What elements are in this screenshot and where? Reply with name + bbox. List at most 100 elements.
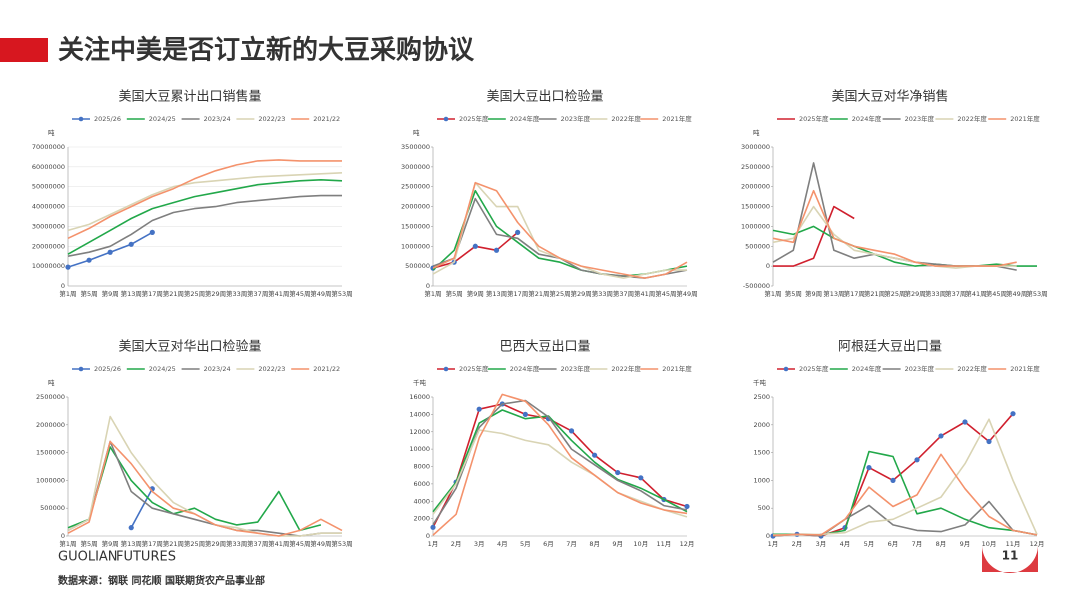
legend-label: 2023/24 bbox=[204, 115, 231, 123]
y-tick-label: 2500 bbox=[753, 393, 770, 401]
x-tick-label: 第25周 bbox=[884, 289, 905, 298]
y-tick-label: 3000000 bbox=[741, 143, 770, 151]
x-tick-label: 11月 bbox=[1006, 540, 1021, 548]
legend-label: 2022年度 bbox=[611, 114, 641, 123]
series-line bbox=[130, 488, 154, 529]
y-tick-label: 500000 bbox=[745, 242, 770, 250]
x-tick-label: 第49周 bbox=[676, 289, 697, 298]
x-tick-label: 第5周 bbox=[785, 289, 802, 298]
legend-label: 2023年度 bbox=[905, 364, 935, 373]
y-tick-label: 2000 bbox=[753, 421, 770, 429]
y-tick-label: 1500000 bbox=[401, 222, 430, 230]
y-tick-label: 1500 bbox=[753, 449, 770, 457]
x-tick-label: 4月 bbox=[497, 540, 508, 548]
x-tick-label: 第37周 bbox=[945, 289, 966, 298]
x-tick-label: 7月 bbox=[912, 540, 923, 548]
series-line bbox=[773, 418, 1038, 536]
x-tick-label: 第49周 bbox=[310, 539, 331, 548]
point bbox=[472, 243, 478, 249]
y-tick-label: 3500000 bbox=[401, 143, 430, 151]
x-tick-label: 3月 bbox=[474, 540, 485, 548]
x-tick-label: 第53周 bbox=[331, 539, 352, 548]
legend-label: 2021/22 bbox=[313, 115, 340, 123]
y-tick-label: 1000000 bbox=[36, 476, 65, 484]
y-unit: 千吨 bbox=[753, 378, 767, 387]
legend-label: 2022/23 bbox=[258, 115, 285, 123]
legend-label: 2023年度 bbox=[561, 114, 591, 123]
x-tick-label: 第29周 bbox=[905, 289, 926, 298]
x-tick-label: 8月 bbox=[589, 540, 600, 548]
y-tick-label: 16000 bbox=[409, 393, 430, 401]
legend-label: 2024年度 bbox=[852, 364, 882, 373]
point bbox=[430, 524, 436, 530]
x-tick-label: 第9周 bbox=[102, 539, 119, 548]
x-tick-label: 第37周 bbox=[613, 289, 634, 298]
page-deco bbox=[982, 545, 1038, 573]
chart-title: 美国大豆累计出口销售量 bbox=[118, 89, 261, 105]
point bbox=[107, 249, 113, 255]
x-tick-label: 第45周 bbox=[289, 539, 310, 548]
x-tick-label: 第9周 bbox=[102, 289, 119, 298]
legend-marker bbox=[443, 116, 449, 122]
y-tick-label: 70000000 bbox=[32, 143, 65, 151]
point bbox=[128, 241, 134, 247]
x-tick-label: 第17周 bbox=[507, 289, 528, 298]
series-line bbox=[773, 205, 855, 267]
x-tick-label: 第1周 bbox=[424, 289, 441, 298]
point bbox=[149, 229, 155, 235]
point bbox=[986, 438, 992, 445]
series-line bbox=[67, 446, 322, 532]
x-tick-label: 第17周 bbox=[844, 289, 865, 298]
y-tick-label: 2000000 bbox=[401, 203, 430, 211]
series-line bbox=[67, 415, 342, 537]
legend-label: 2025年度 bbox=[799, 364, 829, 373]
legend-label: 2021年度 bbox=[1010, 364, 1040, 373]
series-line bbox=[772, 453, 1038, 537]
x-tick-label: 第29周 bbox=[205, 539, 226, 548]
chart-title: 美国大豆对华净销售 bbox=[831, 89, 948, 105]
legend-label: 2021年度 bbox=[1010, 114, 1040, 123]
x-tick-label: 第33周 bbox=[226, 289, 247, 298]
point bbox=[866, 465, 872, 471]
y-tick-label: 10000000 bbox=[32, 262, 65, 270]
series-line bbox=[67, 159, 342, 240]
legend-marker bbox=[78, 366, 84, 372]
legend-label: 2025/26 bbox=[94, 365, 121, 373]
series-line bbox=[772, 225, 1037, 267]
x-tick-label: 第33周 bbox=[226, 539, 247, 548]
y-tick-label: 20000000 bbox=[32, 242, 65, 250]
point bbox=[914, 457, 920, 463]
x-tick-label: 6月 bbox=[888, 540, 899, 548]
y-tick-label: 2000000 bbox=[741, 183, 770, 191]
point bbox=[962, 419, 968, 425]
legend-label: 2025年度 bbox=[459, 364, 489, 373]
x-tick-label: 第1周 bbox=[59, 289, 76, 298]
y-tick-label: 3000000 bbox=[401, 163, 430, 171]
x-tick-label: 第33周 bbox=[925, 289, 946, 298]
point bbox=[86, 257, 92, 263]
y-tick-label: 60000000 bbox=[32, 163, 65, 171]
point bbox=[493, 247, 500, 253]
legend-marker bbox=[443, 366, 449, 372]
x-tick-label: 第5周 bbox=[446, 289, 463, 298]
x-tick-label: 第45周 bbox=[986, 289, 1007, 298]
y-tick-label: 0 bbox=[766, 262, 770, 270]
point bbox=[638, 475, 644, 481]
point bbox=[568, 428, 575, 434]
point bbox=[890, 477, 896, 483]
y-tick-label: 12000 bbox=[409, 428, 430, 436]
series-line bbox=[432, 409, 688, 513]
chart-title: 美国大豆出口检验量 bbox=[486, 89, 603, 105]
y-unit: 吨 bbox=[48, 378, 55, 387]
y-tick-label: 40000000 bbox=[32, 203, 65, 211]
x-tick-label: 第53周 bbox=[1026, 289, 1047, 298]
point bbox=[684, 503, 690, 510]
legend-label: 2024年度 bbox=[510, 364, 540, 373]
point bbox=[615, 469, 621, 476]
legend-label: 2023年度 bbox=[905, 114, 935, 123]
point bbox=[515, 229, 521, 235]
x-tick-label: 3月 bbox=[816, 540, 827, 548]
point bbox=[128, 525, 134, 531]
y-tick-label: 0 bbox=[61, 532, 65, 540]
